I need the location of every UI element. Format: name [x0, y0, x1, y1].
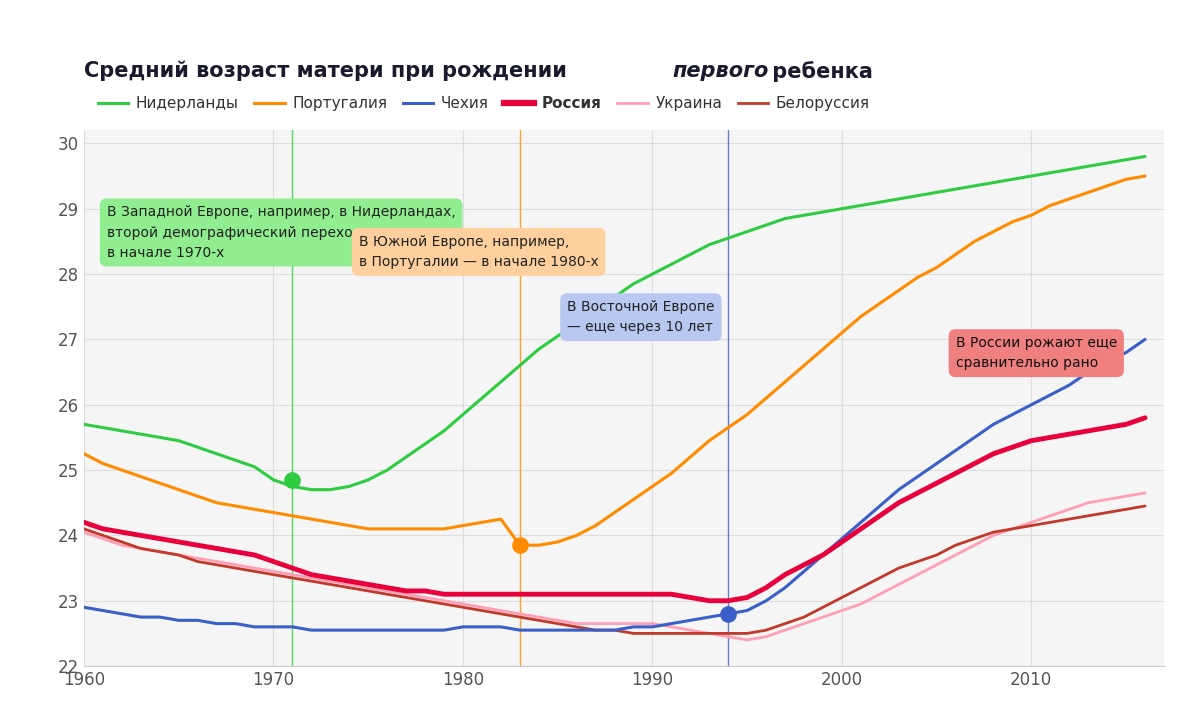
Text: В Восточной Европе
— еще через 10 лет: В Восточной Европе — еще через 10 лет [568, 300, 715, 334]
Text: В России рожают еще
сравнительно рано: В России рожают еще сравнительно рано [955, 336, 1117, 370]
Text: ребенка: ребенка [766, 61, 874, 82]
Text: В Западной Европе, например, в Нидерландах,
второй демографический переход произ: В Западной Европе, например, в Нидерланд… [107, 206, 456, 260]
Legend: Нидерланды, Португалия, Чехия, Россия, Украина, Белоруссия: Нидерланды, Португалия, Чехия, Россия, У… [91, 90, 876, 117]
Text: Средний возраст матери при рождении: Средний возраст матери при рождении [84, 61, 574, 81]
Text: первого: первого [673, 61, 769, 80]
Text: В Южной Европе, например,
в Португалии — в начале 1980-х: В Южной Европе, например, в Португалии —… [359, 235, 599, 269]
